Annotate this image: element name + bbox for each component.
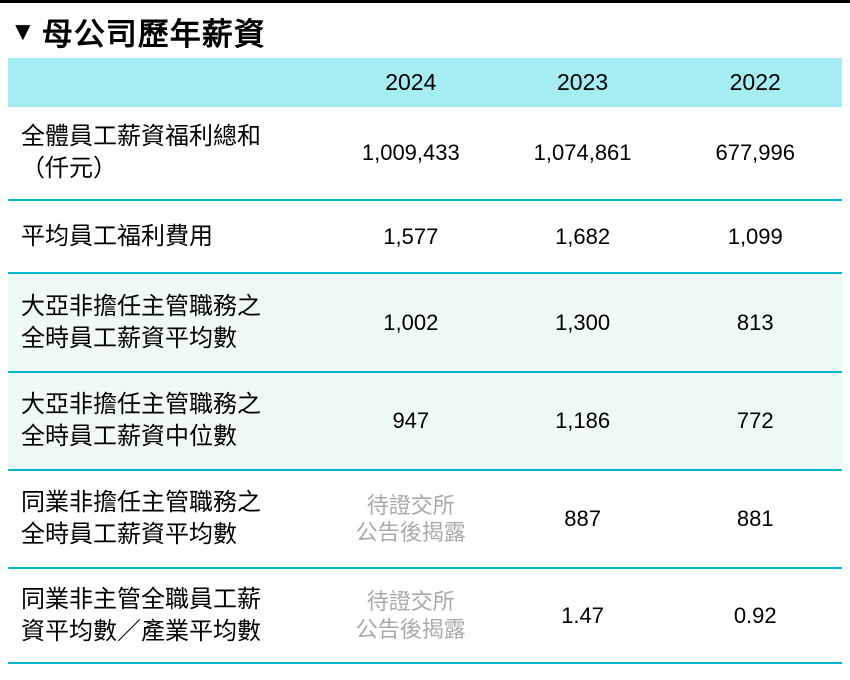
value-2022: 772 xyxy=(736,408,774,433)
row-label-line: 同業非擔任主管職務之 xyxy=(21,489,261,517)
table-row-company-nonmanager-median: 大亞非擔任主管職務之 全時員工薪資中位數 947 1,186 772 xyxy=(8,373,842,471)
row-label: 全體員工薪資福利總和 （仟元） xyxy=(8,121,325,184)
row-label-line: 大亞非擔任主管職務之 xyxy=(21,292,261,320)
row-label-line: 大亞非擔任主管職務之 xyxy=(21,391,261,419)
value-2023: 1,074,861 xyxy=(533,140,632,165)
row-label: 同業非主管全職員工薪 資平均數／產業平均數 xyxy=(8,584,325,647)
value-2022: 881 xyxy=(736,506,774,531)
row-label-line: 平均員工福利費用 xyxy=(21,222,213,250)
page-title: 母公司歷年薪資 xyxy=(41,16,266,52)
top-rule xyxy=(0,0,850,3)
row-label: 平均員工福利費用 xyxy=(8,221,325,253)
pending-note-line: 待證交所 xyxy=(366,492,455,518)
value-2022: 677,996 xyxy=(715,140,795,165)
row-label-line: 全時員工薪資平均數 xyxy=(21,521,237,548)
pending-note-line: 公告後揭露 xyxy=(355,520,466,545)
value-2023: 887 xyxy=(564,506,601,531)
value-2024: 947 xyxy=(392,408,430,433)
value-2024: 1,002 xyxy=(383,309,439,335)
table-header-row: 2024 2023 2022 xyxy=(8,58,842,107)
triangle-down-icon: ▼ xyxy=(10,16,36,46)
value-2022: 0.92 xyxy=(733,602,777,628)
value-2023: 1,682 xyxy=(555,223,611,249)
table-row-industry-ratio: 同業非主管全職員工薪 資平均數／產業平均數 待證交所 公告後揭露 1.47 0.… xyxy=(8,569,842,664)
header-cell-2023: 2023 xyxy=(557,69,609,95)
value-2024: 1,577 xyxy=(383,223,439,249)
row-label-line: （仟元） xyxy=(21,155,117,182)
pending-note-line: 公告後揭露 xyxy=(355,616,466,642)
row-label: 大亞非擔任主管職務之 全時員工薪資中位數 xyxy=(8,389,325,452)
value-2023: 1,186 xyxy=(555,408,611,433)
row-label-line: 全體員工薪資福利總和 xyxy=(21,123,261,151)
value-2022: 813 xyxy=(736,309,774,335)
pending-note-line: 待證交所 xyxy=(366,589,455,614)
value-2023: 1.47 xyxy=(561,602,605,628)
header-cell-2022: 2022 xyxy=(729,69,781,95)
row-label: 同業非擔任主管職務之 全時員工薪資平均數 xyxy=(8,487,325,550)
row-label: 大亞非擔任主管職務之 全時員工薪資平均數 xyxy=(8,291,325,354)
value-2023: 1,300 xyxy=(555,309,611,335)
table-row-average-benefit-expense: 平均員工福利費用 1,577 1,682 1,099 xyxy=(8,201,842,274)
header-cell-2024: 2024 xyxy=(385,69,437,95)
table-row-company-nonmanager-average: 大亞非擔任主管職務之 全時員工薪資平均數 1,002 1,300 813 xyxy=(8,274,842,373)
row-label-line: 全時員工薪資中位數 xyxy=(21,423,237,450)
pending-disclosure-note: 待證交所 公告後揭露 xyxy=(325,492,497,547)
section-title: ▼ 母公司歷年薪資 xyxy=(10,10,850,52)
salary-table: 2024 2023 2022 全體員工薪資福利總和 （仟元） 1,009,433… xyxy=(8,58,842,664)
table-row-industry-nonmanager-average: 同業非擔任主管職務之 全時員工薪資平均數 待證交所 公告後揭露 887 881 xyxy=(8,471,842,569)
value-2024: 1,009,433 xyxy=(361,140,460,165)
table-row-total-compensation: 全體員工薪資福利總和 （仟元） 1,009,433 1,074,861 677,… xyxy=(8,107,842,201)
pending-disclosure-note: 待證交所 公告後揭露 xyxy=(325,588,497,643)
row-label-line: 同業非主管全職員工薪 xyxy=(21,585,261,613)
row-label-line: 全時員工薪資平均數 xyxy=(21,324,237,352)
row-label-line: 資平均數／產業平均數 xyxy=(21,617,261,645)
value-2022: 1,099 xyxy=(727,223,783,249)
